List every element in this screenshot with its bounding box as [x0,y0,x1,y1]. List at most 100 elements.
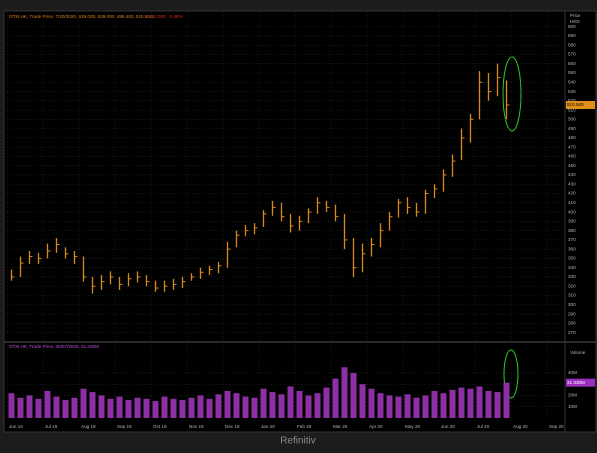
y-tick-label: 530 [568,89,576,94]
volume-bar [467,388,474,418]
y-tick-label: 510 [568,107,576,112]
x-tick-label: May 20 [405,424,421,429]
y-tick-label: 440 [568,172,576,177]
footer-brand: Refinitiv [280,436,316,447]
volume-bar [269,392,276,418]
volume-bar [377,393,384,418]
last-value-box [566,378,595,387]
y-tick-label: 460 [568,154,576,159]
y-tick-label: 370 [568,237,576,242]
volume-bar [395,396,402,418]
y-tick-label: 40M [568,370,577,375]
volume-bar [26,395,33,418]
x-tick-label: Jan 20 [261,424,275,429]
volume-bar [125,399,132,418]
y-tick-label: 390 [568,219,576,224]
y-axis-title: Price [570,13,581,18]
volume-bar [98,395,105,418]
y-tick-label: 20M [568,393,577,398]
price-header: 0700.HK, Trade Price, 7/30/2020, 539.000… [9,14,154,19]
y-tick-label: 600 [568,24,576,29]
volume-bar [170,398,177,418]
volume-bar [44,390,51,418]
volume-bar [53,396,60,418]
volume-bar [107,398,114,418]
highlight-ellipse [503,349,519,399]
volume-bar [161,396,168,418]
price-change: -20.000, -3.46% [150,14,183,19]
y-tick-label: 570 [568,52,576,57]
x-tick-label: Sep 20 [549,424,564,429]
y-axis-unit: HKD [570,19,580,24]
x-tick-label: Jul 19 [45,424,58,429]
y-tick-label: 350 [568,256,576,261]
volume-bar [368,388,375,418]
volume-bar [494,392,501,418]
volume-bar [35,398,42,418]
volume-bar [386,395,393,418]
last-value-box [566,100,595,109]
y-tick-label: 540 [568,79,576,84]
volume-bar [134,397,141,418]
volume-bar [341,367,348,418]
volume-bar [143,398,150,418]
volume-bar [404,394,411,418]
volume-bar [350,372,357,418]
y-tick-label: 590 [568,33,576,38]
x-tick-label: Aug 20 [513,424,528,429]
y-tick-label: 410 [568,200,576,205]
volume-bar [413,397,420,418]
volume-bar [296,390,303,418]
y-tick-label: 280 [568,321,576,326]
x-tick-label: Mar 20 [333,424,348,429]
volume-bar [179,399,186,418]
volume-bar [260,388,267,418]
y-tick-label: 310 [568,293,576,298]
y-tick-label: 580 [568,42,576,47]
volume-bar [152,401,159,418]
y-tick-label: 10M [568,404,577,409]
y-tick-label: 490 [568,126,576,131]
volume-header: 0700.HK, Trade Price, 30/07/2020, 31.330… [9,344,99,349]
y-tick-label: 320 [568,283,576,288]
y-tick-label: 550 [568,70,576,75]
x-tick-label: Nov 19 [189,424,204,429]
x-tick-label: Sep 19 [117,424,132,429]
volume-bar [422,395,429,418]
y-axis-title: Volume [570,350,586,355]
x-tick-label: Oct 19 [153,424,167,429]
volume-bar [305,395,312,418]
highlight-ellipse [502,56,522,132]
x-tick-label: Aug 19 [81,424,96,429]
y-tick-label: 380 [568,228,576,233]
y-tick-label: 270 [568,330,576,335]
volume-bar [278,394,285,418]
x-tick-label: Jun 19 [9,424,23,429]
volume-bar [8,393,15,418]
volume-bar [314,393,321,418]
volume-bar [17,397,24,418]
y-tick-label: 360 [568,246,576,251]
volume-bar [206,398,213,418]
x-tick-label: Apr 20 [369,424,383,429]
volume-bar [449,389,456,418]
y-tick-label: 340 [568,265,576,270]
volume-bar [503,382,510,418]
volume-bar [476,386,483,418]
volume-bar [323,387,330,418]
y-tick-label: 480 [568,135,576,140]
volume-bar [116,396,123,418]
y-tick-label: 300 [568,302,576,307]
volume-bar [71,397,78,418]
last-value-label: 31.330M [567,380,585,385]
y-tick-label: 430 [568,181,576,186]
y-tick-label: 450 [568,163,576,168]
volume-bar [242,396,249,418]
volume-bar [188,397,195,418]
volume-bar [224,390,231,418]
volume-bar [458,387,465,418]
volume-bar [80,388,87,418]
y-tick-label: 560 [568,61,576,66]
volume-bar [215,394,222,418]
